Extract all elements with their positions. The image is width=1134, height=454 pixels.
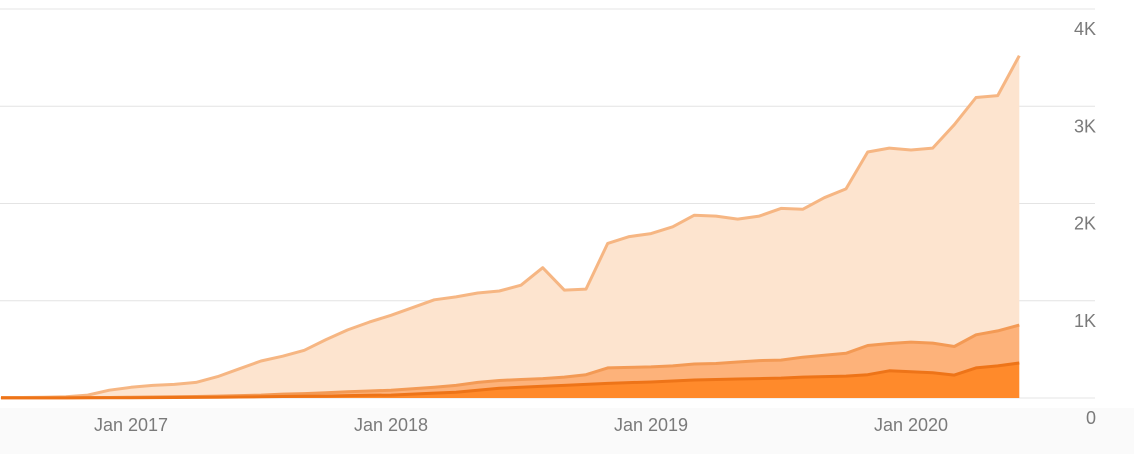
y-tick-label: 4K	[1074, 19, 1096, 39]
x-tick-label: Jan 2019	[614, 415, 688, 435]
y-tick-label: 3K	[1074, 116, 1096, 136]
x-tick-label: Jan 2018	[354, 415, 428, 435]
y-tick-label: 0	[1086, 408, 1096, 428]
area	[1, 325, 1020, 398]
area	[1, 55, 1020, 398]
y-tick-label: 2K	[1074, 214, 1096, 234]
x-tick-label: Jan 2020	[874, 415, 948, 435]
area-line	[1, 361, 1020, 400]
axis-band	[0, 408, 1134, 454]
y-tick-label: 1K	[1074, 311, 1096, 331]
area-line	[1, 54, 1021, 399]
area	[1, 363, 1020, 398]
x-tick-label: Jan 2017	[94, 415, 168, 435]
